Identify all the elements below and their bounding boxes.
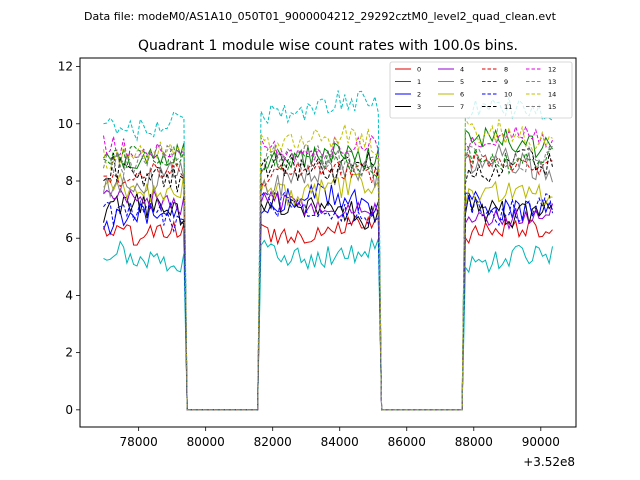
series-line-11 bbox=[103, 147, 553, 411]
series-line-13 bbox=[103, 90, 553, 411]
y-tick-label: 8 bbox=[65, 174, 73, 188]
series-line-8 bbox=[103, 151, 553, 411]
y-tick-label: 10 bbox=[58, 117, 73, 131]
x-tick-label: 80000 bbox=[187, 435, 225, 449]
legend-label-3: 3 bbox=[417, 103, 421, 111]
plot-lines bbox=[103, 90, 553, 411]
y-axis: 0 2 4 6 8 10 12 bbox=[58, 60, 80, 417]
x-tick-label: 88000 bbox=[455, 435, 493, 449]
legend-label-15: 15 bbox=[548, 103, 556, 111]
series-line-12 bbox=[103, 124, 553, 411]
x-offset-label: +3.52e8 bbox=[523, 455, 575, 469]
x-tick-label: 84000 bbox=[321, 435, 359, 449]
y-tick-label: 2 bbox=[65, 346, 73, 360]
y-tick-label: 6 bbox=[65, 231, 73, 245]
y-tick-label: 4 bbox=[65, 288, 73, 302]
legend-label-0: 0 bbox=[417, 66, 421, 74]
legend-label-13: 13 bbox=[548, 78, 556, 86]
series-line-7 bbox=[103, 143, 553, 411]
legend-box bbox=[389, 61, 573, 119]
series-line-5 bbox=[103, 237, 553, 411]
legend-label-14: 14 bbox=[548, 91, 556, 99]
legend-label-6: 6 bbox=[460, 91, 464, 99]
legend-label-10: 10 bbox=[504, 91, 512, 99]
series-line-4 bbox=[103, 187, 553, 411]
legend-label-12: 12 bbox=[548, 66, 556, 74]
series-line-10 bbox=[103, 191, 553, 411]
legend-label-7: 7 bbox=[460, 103, 464, 111]
x-tick-label: 78000 bbox=[120, 435, 158, 449]
legend-label-5: 5 bbox=[460, 78, 464, 86]
series-line-15 bbox=[103, 144, 553, 411]
x-axis: 78000 80000 82000 84000 86000 88000 90000 bbox=[120, 427, 560, 449]
x-tick-label: 86000 bbox=[388, 435, 426, 449]
series-line-0 bbox=[103, 214, 553, 411]
chart-title: Quadrant 1 module wise count rates with … bbox=[138, 38, 518, 54]
legend-label-9: 9 bbox=[504, 78, 508, 86]
legend-label-11: 11 bbox=[504, 103, 512, 111]
legend-label-8: 8 bbox=[504, 66, 508, 74]
y-tick-label: 12 bbox=[58, 60, 73, 74]
plot-area-frame bbox=[79, 57, 577, 428]
series-line-14 bbox=[103, 116, 553, 411]
legend-label-4: 4 bbox=[460, 66, 464, 74]
x-tick-label: 90000 bbox=[522, 435, 560, 449]
legend-label-1: 1 bbox=[417, 78, 421, 86]
legend-label-2: 2 bbox=[417, 91, 421, 99]
figure-suptitle: Data file: modeM0/AS1A10_050T01_90000042… bbox=[84, 10, 557, 23]
x-tick-label: 82000 bbox=[254, 435, 292, 449]
y-tick-label: 0 bbox=[65, 403, 73, 417]
